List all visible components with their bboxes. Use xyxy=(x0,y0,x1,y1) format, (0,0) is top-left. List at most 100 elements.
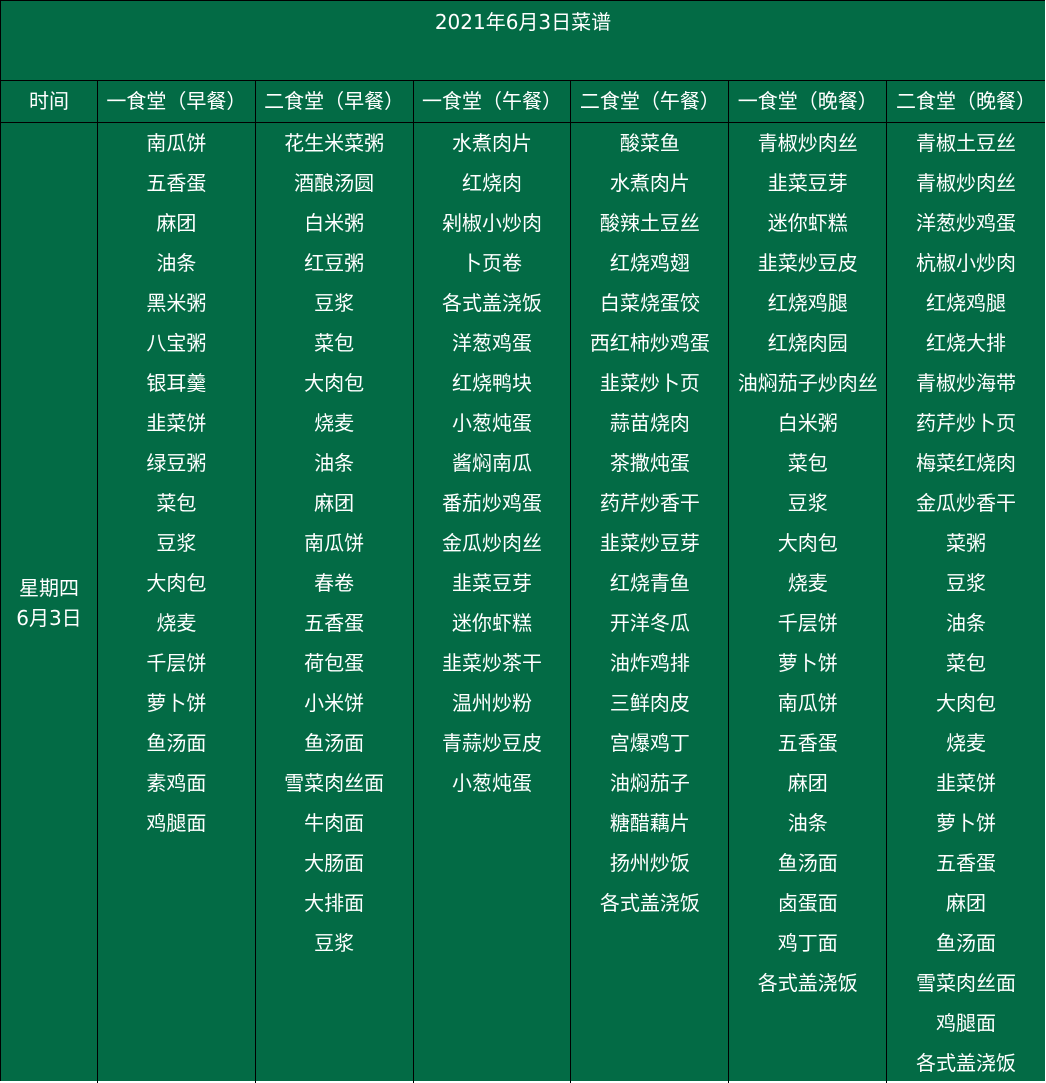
header-canteen1-breakfast: 一食堂（早餐） xyxy=(98,81,256,122)
menu-item: 南瓜饼 xyxy=(146,131,207,155)
header-canteen2-breakfast: 二食堂（早餐） xyxy=(256,81,414,122)
menu-item: 药芹炒香干 xyxy=(599,491,700,515)
header-row: 时间 一食堂（早餐） 二食堂（早餐） 一食堂（午餐） 二食堂（午餐） 一食堂（晚… xyxy=(1,81,1045,123)
menu-item: 青椒炒肉丝 xyxy=(916,171,1017,195)
weekday: 星期四 xyxy=(18,576,79,600)
menu-item: 韭菜饼 xyxy=(146,411,207,435)
menu-item: 迷你虾糕 xyxy=(767,211,848,235)
column-canteen2-breakfast: 花生米菜粥 酒酿汤圆 白米粥 红豆粥 豆浆 菜包 大肉包 烧麦 油条 麻团 南瓜饼 春卷 五香蛋 荷包蛋小… xyxy=(256,123,414,1083)
menu-item: 小葱炖蛋 xyxy=(452,771,533,795)
menu-item: 南瓜饼 xyxy=(777,691,838,715)
menu-item: 三鲜肉皮 xyxy=(609,691,690,715)
menu-item: 绿豆粥 xyxy=(146,451,207,475)
header-canteen2-dinner: 二食堂（晚餐） xyxy=(896,89,1037,113)
menu-item: 红烧青鱼 xyxy=(609,571,690,595)
menu-item: 黑米粥 xyxy=(146,291,207,315)
menu-item: 油条 xyxy=(946,611,987,635)
menu-item: 麻团 xyxy=(787,771,828,795)
menu-item: 雪菜肉丝面 xyxy=(284,771,385,795)
menu-item: 药芹炒卜页 xyxy=(916,411,1017,435)
menu-item: 梅菜红烧肉 xyxy=(916,451,1017,475)
menu-item: 千层饼 xyxy=(777,611,838,635)
menu-item: 酸菜鱼 xyxy=(619,131,680,155)
menu-item: 红烧鸡腿 xyxy=(767,291,848,315)
menu-item: 卤蛋面 xyxy=(777,891,838,915)
menu-item: 南瓜饼 xyxy=(304,531,365,555)
menu-item: 鱼汤面 xyxy=(146,731,207,755)
menu-item: 开洋冬瓜 xyxy=(609,611,690,635)
menu-item: 蒜苗烧肉 xyxy=(609,411,690,435)
menu-item: 牛肉面 xyxy=(304,811,365,835)
menu-item: 白菜烧蛋饺 xyxy=(599,291,700,315)
menu-item: 烧麦 xyxy=(946,731,987,755)
menu-item: 菜包 xyxy=(787,451,828,475)
menu-item: 油炸鸡排 xyxy=(609,651,690,675)
menu-item: 卜页卷 xyxy=(462,251,523,275)
time-cell: 星期四 6月3日 xyxy=(1,123,98,1083)
menu-item: 素鸡面 xyxy=(146,771,207,795)
menu-item: 菜包 xyxy=(314,331,355,355)
menu-item: 萝卜饼 xyxy=(777,651,838,675)
menu-item: 西红柿炒鸡蛋 xyxy=(589,331,710,355)
menu-item: 油焖茄子炒肉丝 xyxy=(737,371,878,395)
menu-item: 青蒜炒豆皮 xyxy=(442,731,543,755)
menu-item: 杭椒小炒肉 xyxy=(916,251,1017,275)
menu-item: 韭菜炒茶干 xyxy=(442,651,543,675)
menu-item: 各式盖浇饭 xyxy=(599,891,700,915)
menu-item: 鱼汤面 xyxy=(304,731,365,755)
menu-item: 油条 xyxy=(156,251,197,275)
menu-item: 油焖茄子 xyxy=(609,771,690,795)
menu-item: 豆浆 xyxy=(156,531,197,555)
menu-item: 鸡腿面 xyxy=(146,811,207,835)
menu-item: 糖醋藕片 xyxy=(609,811,690,835)
header-canteen2-lunch: 二食堂（午餐） xyxy=(571,81,730,122)
menu-item: 韭菜炒豆芽 xyxy=(599,531,700,555)
menu-item: 青椒炒肉丝 xyxy=(757,131,858,155)
menu-item: 大肉包 xyxy=(936,691,997,715)
menu-item: 豆浆 xyxy=(787,491,828,515)
menu-item: 萝卜饼 xyxy=(936,811,997,835)
menu-item: 春卷 xyxy=(314,571,355,595)
menu-item: 菜粥 xyxy=(946,531,987,555)
menu-item: 韭菜炒卜页 xyxy=(599,371,700,395)
menu-item: 烧麦 xyxy=(156,611,197,635)
menu-item: 五香蛋 xyxy=(146,171,207,195)
menu-item: 大肉包 xyxy=(304,371,365,395)
menu-item: 油条 xyxy=(787,811,828,835)
menu-item: 银耳羹 xyxy=(146,371,207,395)
menu-item: 豆浆 xyxy=(314,931,355,955)
menu-item: 小葱炖蛋 xyxy=(452,411,533,435)
menu-item: 酸辣土豆丝 xyxy=(599,211,700,235)
menu-item: 青椒土豆丝 xyxy=(916,131,1017,155)
column-canteen2-dinner: 青椒土豆丝 青椒炒肉丝 洋葱炒鸡蛋 杭椒小炒肉 红烧鸡腿 红烧大排 青椒炒海带 药芹炒卜页 梅菜… xyxy=(887,123,1045,1083)
menu-item: 红烧鸡腿 xyxy=(926,291,1007,315)
menu-item: 五香蛋 xyxy=(777,731,838,755)
menu-item: 宫爆鸡丁 xyxy=(609,731,690,755)
menu-item: 洋葱鸡蛋 xyxy=(452,331,533,355)
menu-item: 花生米菜粥 xyxy=(284,131,385,155)
column-canteen1-dinner: 青椒炒肉丝 韭菜豆芽 迷你虾糕 韭菜炒豆皮 红烧鸡腿 红烧肉园 油焖茄子炒肉丝 白米粥 菜包 豆浆… xyxy=(729,123,888,1083)
menu-item: 金瓜炒肉丝 xyxy=(442,531,543,555)
header-time: 时间 xyxy=(1,81,98,122)
menu-item: 大肉包 xyxy=(777,531,838,555)
menu-item: 酒酿汤圆 xyxy=(294,171,375,195)
menu-item: 菜包 xyxy=(156,491,197,515)
menu-item: 鱼汤面 xyxy=(936,931,997,955)
menu-item: 麻团 xyxy=(156,211,197,235)
menu-item: 红烧肉园 xyxy=(767,331,848,355)
menu-item: 番茄炒鸡蛋 xyxy=(442,491,543,515)
menu-item: 剁椒小炒肉 xyxy=(442,211,543,235)
menu-item: 迷你虾糕 xyxy=(452,611,533,635)
menu-item: 红烧肉 xyxy=(462,171,523,195)
column-canteen2-lunch: 酸菜鱼 水煮肉片 酸辣土豆丝 红烧鸡翅 白菜烧蛋饺 西红柿炒鸡蛋 韭菜炒卜页 蒜苗烧肉 茶撒炖蛋… xyxy=(571,123,730,1083)
column-canteen1-lunch: 水煮肉片 红烧肉 剁椒小炒肉 卜页卷 各式盖浇饭 洋葱鸡蛋 红烧鸭块 小葱炖蛋 酱焖南瓜 番茄炒鸡… xyxy=(414,123,572,1083)
menu-item: 红豆粥 xyxy=(304,251,365,275)
menu-item: 麻团 xyxy=(946,891,987,915)
menu-item: 烧麦 xyxy=(314,411,355,435)
menu-item: 白米粥 xyxy=(777,411,838,435)
menu-item: 茶撒炖蛋 xyxy=(609,451,690,475)
menu-item: 各式盖浇饭 xyxy=(442,291,543,315)
menu-item: 酱焖南瓜 xyxy=(452,451,533,475)
menu-item: 菜包 xyxy=(946,651,987,675)
